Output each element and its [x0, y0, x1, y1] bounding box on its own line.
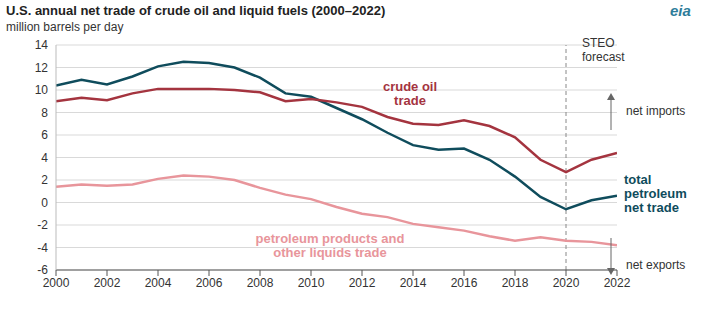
svg-text:2004: 2004	[145, 276, 172, 290]
svg-text:2018: 2018	[502, 276, 529, 290]
html-text:eia: eia	[670, 2, 691, 19]
html-text:million barrels per day: million barrels per day	[6, 20, 124, 34]
html-text:total petroleum net trade: total petroleum net trade	[624, 172, 687, 215]
svg-text:0: 0	[41, 196, 48, 210]
svg-text:2022: 2022	[604, 276, 631, 290]
svg-text:2: 2	[41, 173, 48, 187]
html-text:U.S. annual net trade of crude: U.S. annual net trade of crude oil and l…	[6, 3, 386, 18]
svg-text:2002: 2002	[94, 276, 121, 290]
svg-text:6: 6	[41, 128, 48, 142]
html-text:net imports: net imports	[626, 104, 686, 118]
svg-text:2006: 2006	[196, 276, 223, 290]
svg-text:-2: -2	[37, 218, 48, 232]
svg-text:-4: -4	[37, 241, 48, 255]
svg-text:10: 10	[35, 83, 49, 97]
svg-text:-6: -6	[37, 263, 48, 277]
html-text:STEO forecast: STEO forecast	[582, 36, 625, 64]
svg-text:12: 12	[35, 61, 49, 75]
svg-text:4: 4	[41, 151, 48, 165]
svg-text:2012: 2012	[349, 276, 376, 290]
svg-text:2000: 2000	[43, 276, 70, 290]
svg-text:8: 8	[41, 106, 48, 120]
svg-text:2008: 2008	[247, 276, 274, 290]
svg-text:2020: 2020	[553, 276, 580, 290]
svg-text:2010: 2010	[298, 276, 325, 290]
html-text:petroleum products and other l: petroleum products and other liquids tra…	[255, 231, 405, 260]
html-text:crude oil trade: crude oil trade	[382, 79, 438, 108]
svg-text:2014: 2014	[400, 276, 427, 290]
html-text:net exports: net exports	[626, 258, 686, 272]
svg-text:2016: 2016	[451, 276, 478, 290]
svg-text:14: 14	[35, 38, 49, 52]
